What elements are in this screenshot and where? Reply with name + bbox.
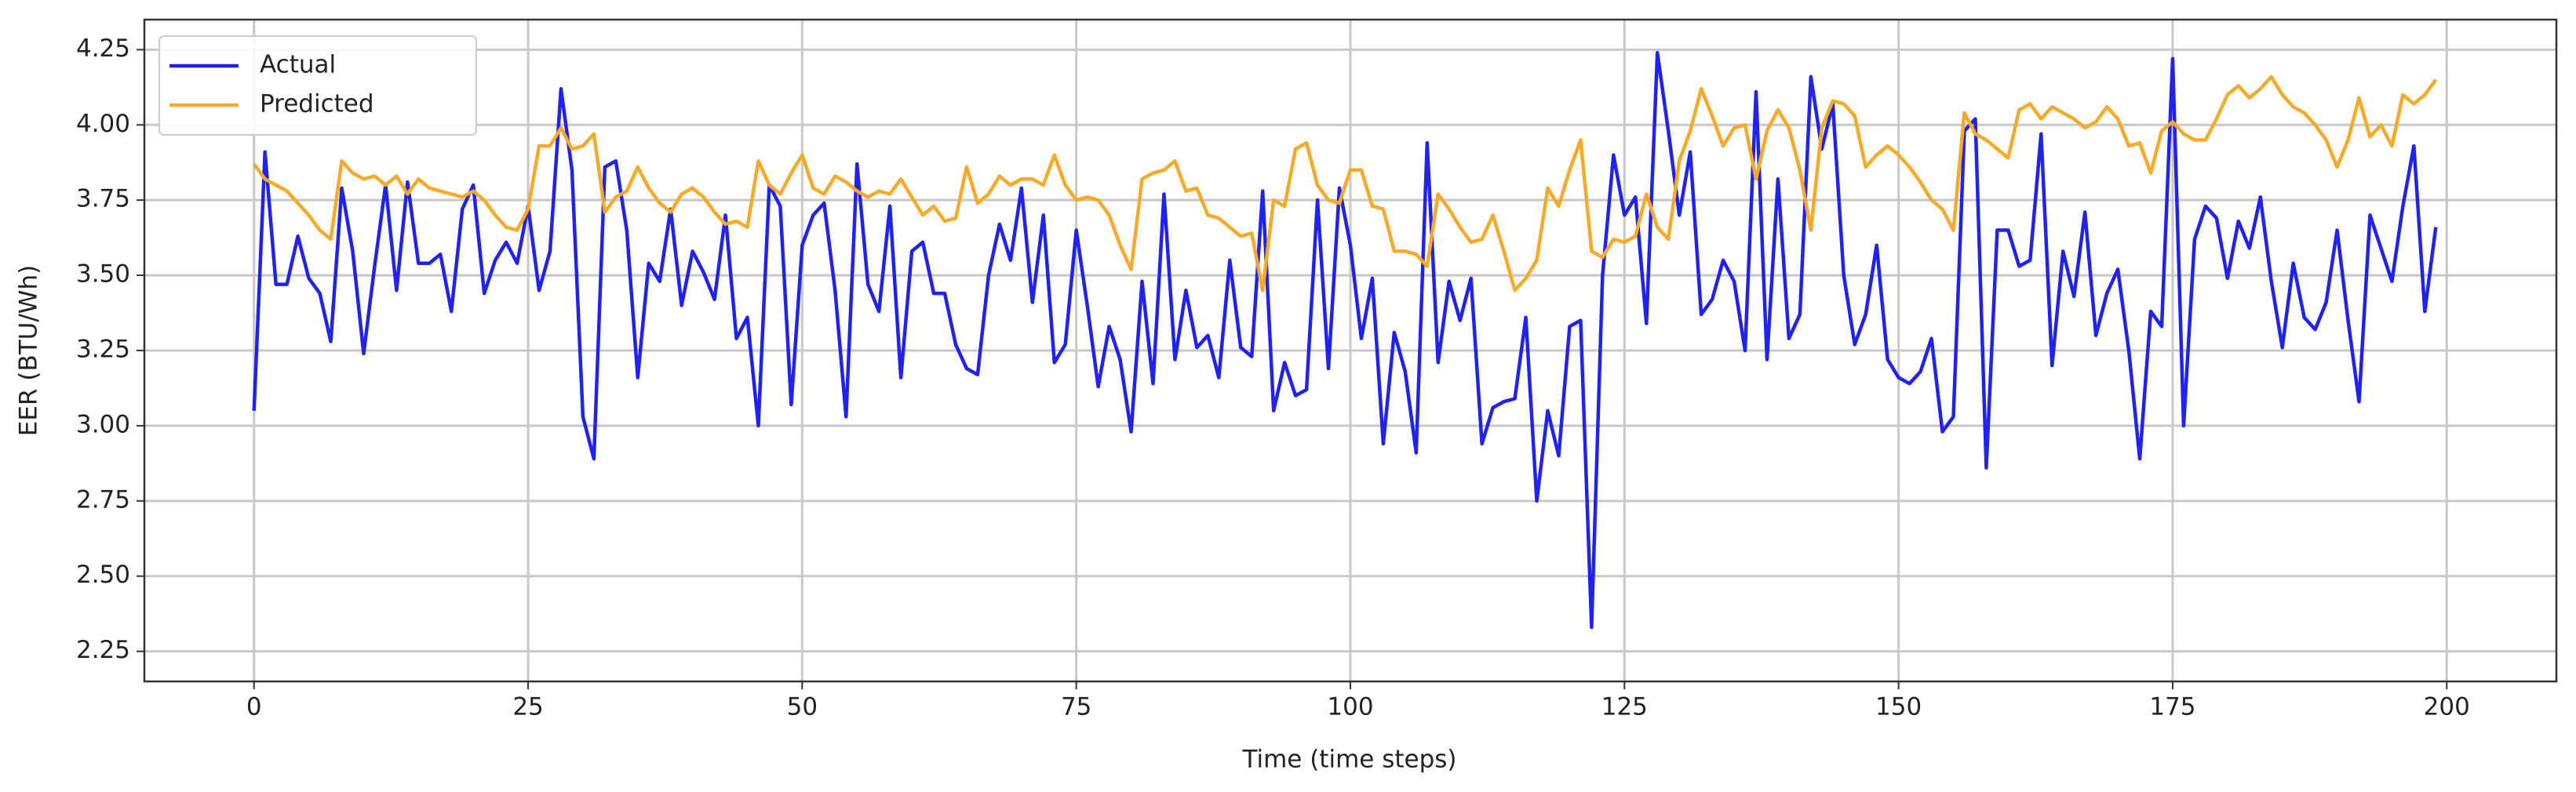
legend: Actual Predicted <box>158 35 477 136</box>
y-tick-label: 3.50 <box>76 260 130 289</box>
legend-label: Actual <box>260 51 336 79</box>
x-tick-label: 0 <box>246 693 262 721</box>
y-tick-label: 3.00 <box>76 410 130 438</box>
x-tick-label: 200 <box>2424 693 2470 721</box>
y-tick-label: 2.25 <box>76 636 130 664</box>
y-tick-label: 2.75 <box>76 485 130 514</box>
y-axis-label: EER (BTU/Wh) <box>15 265 43 436</box>
x-tick-label: 25 <box>512 693 543 721</box>
legend-box <box>158 35 477 136</box>
y-tick-label: 3.25 <box>76 336 130 364</box>
data-line <box>252 74 2438 292</box>
x-tick-label: 50 <box>787 693 818 721</box>
x-axis-label: Time (time steps) <box>1241 746 1456 774</box>
y-tick-label: 2.50 <box>76 561 130 589</box>
x-tick-label: 175 <box>2149 693 2195 721</box>
y-tick-label: 3.75 <box>76 185 130 213</box>
x-tick-label: 100 <box>1327 693 1373 721</box>
y-tick-label: 4.25 <box>76 35 130 63</box>
legend-label: Predicted <box>260 90 374 118</box>
x-tick-label: 125 <box>1601 693 1648 721</box>
y-tick-label: 4.00 <box>76 110 130 138</box>
x-tick-label: 150 <box>1875 693 1922 721</box>
data-line <box>252 50 2438 630</box>
plot-frame <box>143 18 2558 683</box>
x-tick-label: 75 <box>1061 693 1091 721</box>
